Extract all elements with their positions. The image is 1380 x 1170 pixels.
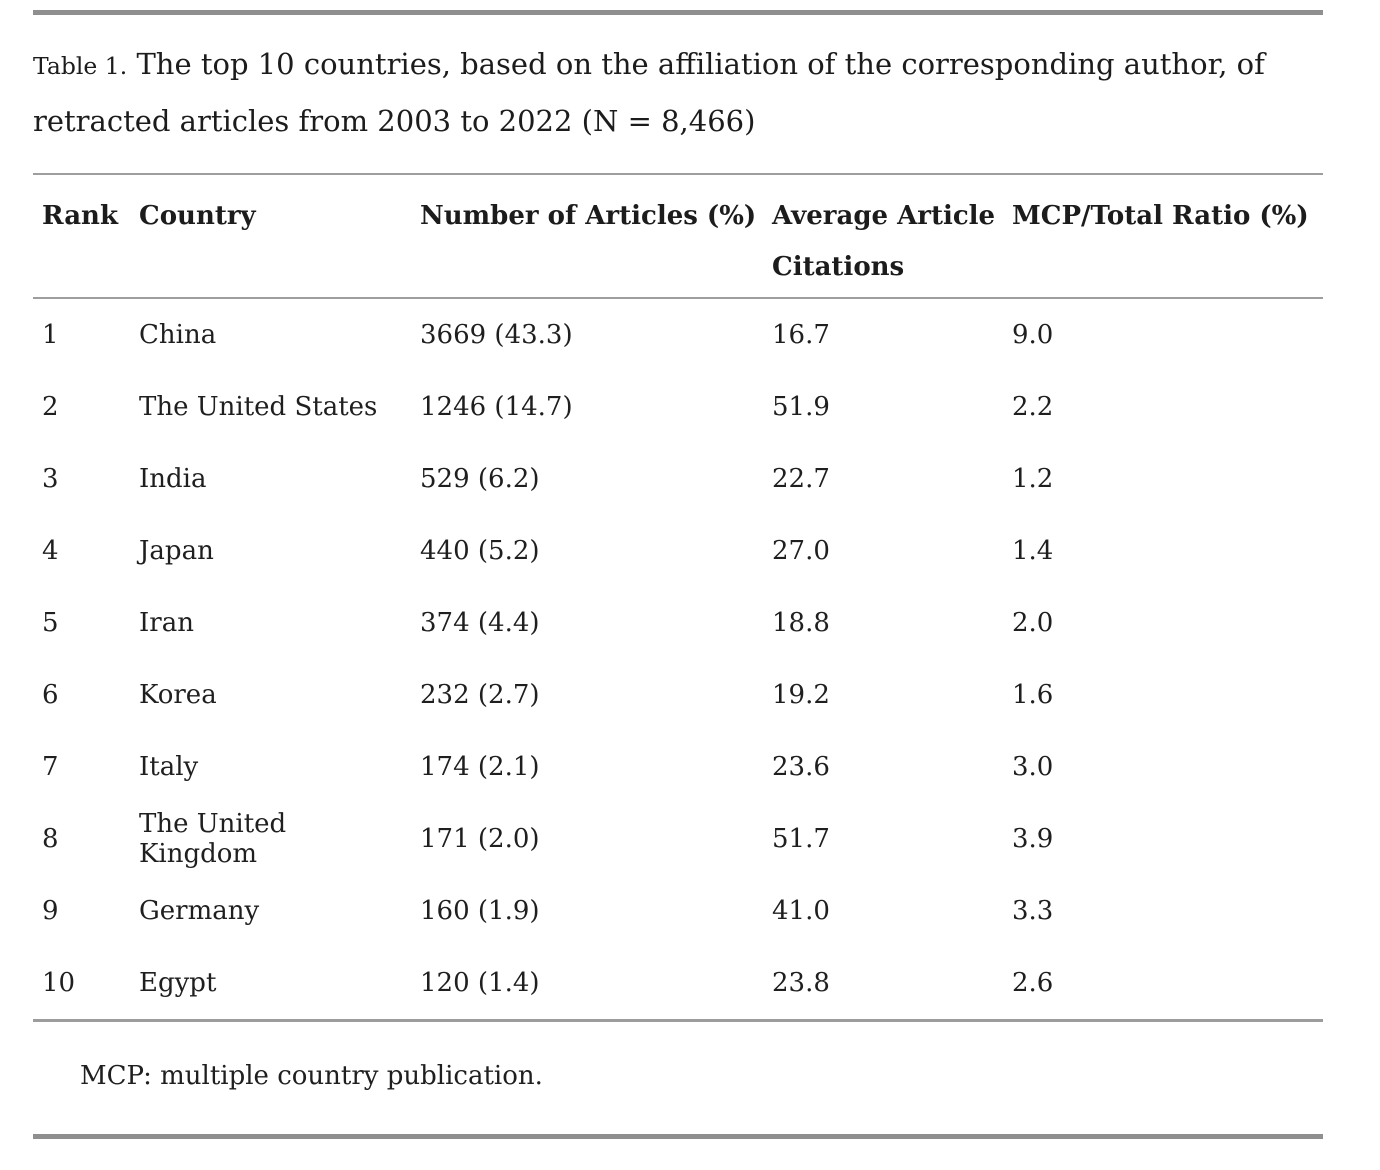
cell-country: Iran [139,608,194,639]
cell-rank: 3 [42,464,59,495]
cell-articles: 120 (1.4) [420,947,772,1023]
table-caption-text: The top 10 countries, based on the affil… [33,47,1265,138]
article-page: Table 1. The top 10 countries, based on … [0,10,1380,1139]
cell-mcp-ratio: 3.0 [1012,752,1054,783]
cell-country: China [139,320,217,351]
cell-rank: 4 [42,536,59,567]
cell-citations: 27.0 [772,536,830,567]
cell-rank: 6 [42,680,59,711]
table-footnote: MCP: multiple country publication. [80,1061,543,1092]
table-row: 9 Germany 160 (1.9) 41.0 3.3 [33,875,1323,947]
cell-country: Egypt [139,947,420,1023]
cell-country: Japan [139,536,214,567]
table-caption: Table 1. The top 10 countries, based on … [33,36,1283,149]
table-row: 3 India 529 (6.2) 22.7 1.2 [33,443,1323,515]
cell-articles: 1246 (14.7) [420,392,573,423]
table-body: 1 China 3669 (43.3) 16.7 9.0 2 The United Stat… [33,298,1323,1023]
cell-country: The United Kingdom [139,809,287,870]
table-header: Rank Country Number of Articles (%) Aver… [33,174,1323,300]
cell-mcp-ratio: 1.6 [1012,680,1054,711]
cell-articles: 3669 (43.3) [420,320,573,351]
cell-citations: 41.0 [772,896,830,927]
cell-mcp-ratio: 2.0 [1012,608,1054,639]
cell-citations: 51.9 [772,392,830,423]
cell-citations: 22.7 [772,464,830,495]
cell-citations: 23.8 [772,947,1012,1023]
table-row: 8 The United Kingdom 171 (2.0) 51.7 3.9 [33,803,1323,875]
table-row: 6 Korea 232 (2.7) 19.2 1.6 [33,659,1323,731]
cell-citations: 16.7 [772,320,830,351]
cell-articles: 171 (2.0) [420,824,540,855]
cell-mcp-ratio: 1.2 [1012,464,1054,495]
column-header-country: Country [139,174,420,300]
cell-rank: 10 [33,947,139,1023]
cell-country: Germany [139,896,260,927]
cell-mcp-ratio: 3.9 [1012,824,1054,855]
cell-citations: 51.7 [772,824,830,855]
cell-rank: 9 [42,896,59,927]
cell-mcp-ratio: 3.3 [1012,896,1054,927]
table-header-row: Rank Country Number of Articles (%) Aver… [33,174,1323,300]
cell-rank: 7 [42,752,59,783]
cell-articles: 174 (2.1) [420,752,540,783]
cell-articles: 374 (4.4) [420,608,540,639]
countries-table: Rank Country Number of Articles (%) Aver… [33,173,1323,1023]
bottom-rule [33,1133,1323,1139]
cell-country: Korea [139,680,217,711]
cell-mcp-ratio: 2.2 [1012,392,1054,423]
table-row: 2 The United States 1246 (14.7) 51.9 2.2 [33,371,1323,443]
table-caption-label: Table 1. [33,52,128,80]
table-block: Table 1. The top 10 countries, based on … [33,10,1323,1139]
cell-citations: 23.6 [772,752,830,783]
cell-mcp-ratio: 9.0 [1012,320,1054,351]
column-header-citations: Average Article Citations [772,174,1012,300]
cell-articles: 440 (5.2) [420,536,540,567]
cell-country: India [139,464,207,495]
cell-articles: 160 (1.9) [420,896,540,927]
cell-rank: 5 [42,608,59,639]
table-row: 10 Egypt 120 (1.4) 23.8 2.6 [33,947,1323,1023]
cell-country: Italy [139,752,199,783]
column-header-articles: Number of Articles (%) [420,174,772,300]
cell-country: The United States [139,392,378,423]
cell-rank: 8 [42,824,59,855]
cell-rank: 1 [42,320,59,351]
table-row: 7 Italy 174 (2.1) 23.6 3.0 [33,731,1323,803]
column-header-mcp-ratio: MCP/Total Ratio (%) [1012,174,1323,300]
table-row: 4 Japan 440 (5.2) 27.0 1.4 [33,515,1323,587]
column-header-rank: Rank [33,174,139,300]
top-rule [33,10,1323,15]
cell-citations: 18.8 [772,608,830,639]
cell-articles: 232 (2.7) [420,680,540,711]
cell-rank: 2 [42,392,59,423]
table-row: 1 China 3669 (43.3) 16.7 9.0 [33,298,1323,371]
cell-citations: 19.2 [772,680,830,711]
cell-mcp-ratio: 2.6 [1012,947,1323,1023]
cell-articles: 529 (6.2) [420,464,540,495]
table-row: 5 Iran 374 (4.4) 18.8 2.0 [33,587,1323,659]
cell-mcp-ratio: 1.4 [1012,536,1054,567]
